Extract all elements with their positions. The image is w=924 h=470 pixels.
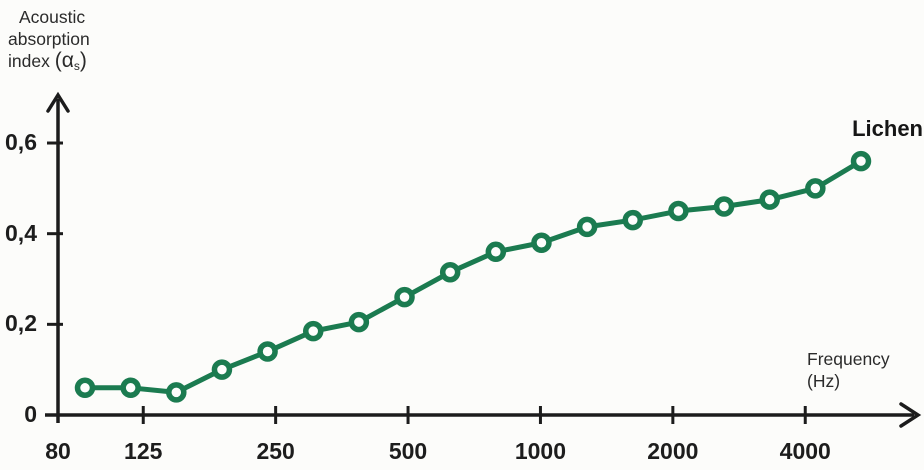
data-point-200hz xyxy=(211,359,233,380)
data-point-1600hz xyxy=(622,209,644,231)
data-point-315hz xyxy=(302,320,324,342)
y-tick-label-0,6: 0,6 xyxy=(5,129,37,156)
data-point-125hz xyxy=(120,377,141,399)
y-tick-label-0,4: 0,4 xyxy=(5,219,37,246)
y-axis-title-line1: Acoustic xyxy=(19,7,86,27)
data-line-lichen xyxy=(82,158,864,395)
x-axis-title-line2: (Hz) xyxy=(807,371,841,391)
x-axis-title: Frequency (Hz) xyxy=(807,348,890,392)
y-axis-arrowhead-icon xyxy=(46,91,70,113)
data-point-1250hz xyxy=(576,216,598,238)
y-axis-title-index-text: index xyxy=(8,51,55,71)
x-tick-label-4000: 4000 xyxy=(779,438,831,464)
data-point-1000hz xyxy=(531,232,552,253)
data-point-3150hz xyxy=(759,189,780,210)
y-tick-label-0,2: 0,2 xyxy=(5,310,37,337)
data-point-800hz xyxy=(485,241,507,263)
alpha-subscript-s: s xyxy=(73,59,80,73)
data-point-160hz xyxy=(166,382,187,403)
y-axis-title-line2: absorption xyxy=(8,29,90,49)
y-axis-title: Acoustic absorption index (αs) xyxy=(8,6,90,77)
x-tick-label-1000: 1000 xyxy=(514,438,567,464)
data-point-250hz xyxy=(257,341,278,362)
data-point-630hz xyxy=(439,261,461,283)
x-axis-title-line1: Frequency xyxy=(807,349,890,369)
data-point-100hz xyxy=(74,377,96,399)
x-tick-label-2000: 2000 xyxy=(647,438,699,464)
data-point-5000hz xyxy=(850,150,872,172)
y-axis-title-line3: index (αs) xyxy=(8,50,90,77)
closing-paren: ) xyxy=(79,49,87,72)
x-tick-label-80: 80 xyxy=(45,438,71,464)
alpha-symbol: (α xyxy=(54,49,74,72)
x-tick-label-125: 125 xyxy=(124,438,163,464)
data-point-500hz xyxy=(394,286,415,308)
data-point-4000hz xyxy=(805,178,826,199)
x-tick-label-250: 250 xyxy=(256,438,295,464)
x-tick-label-500: 500 xyxy=(388,438,428,464)
y-tick-label-0: 0 xyxy=(24,401,37,427)
x-axis-arrowhead-icon xyxy=(899,402,922,428)
series-label-lichen: Lichen xyxy=(852,116,923,141)
data-point-400hz xyxy=(348,311,370,333)
data-point-2500hz xyxy=(713,196,735,217)
data-point-2000hz xyxy=(668,200,689,222)
